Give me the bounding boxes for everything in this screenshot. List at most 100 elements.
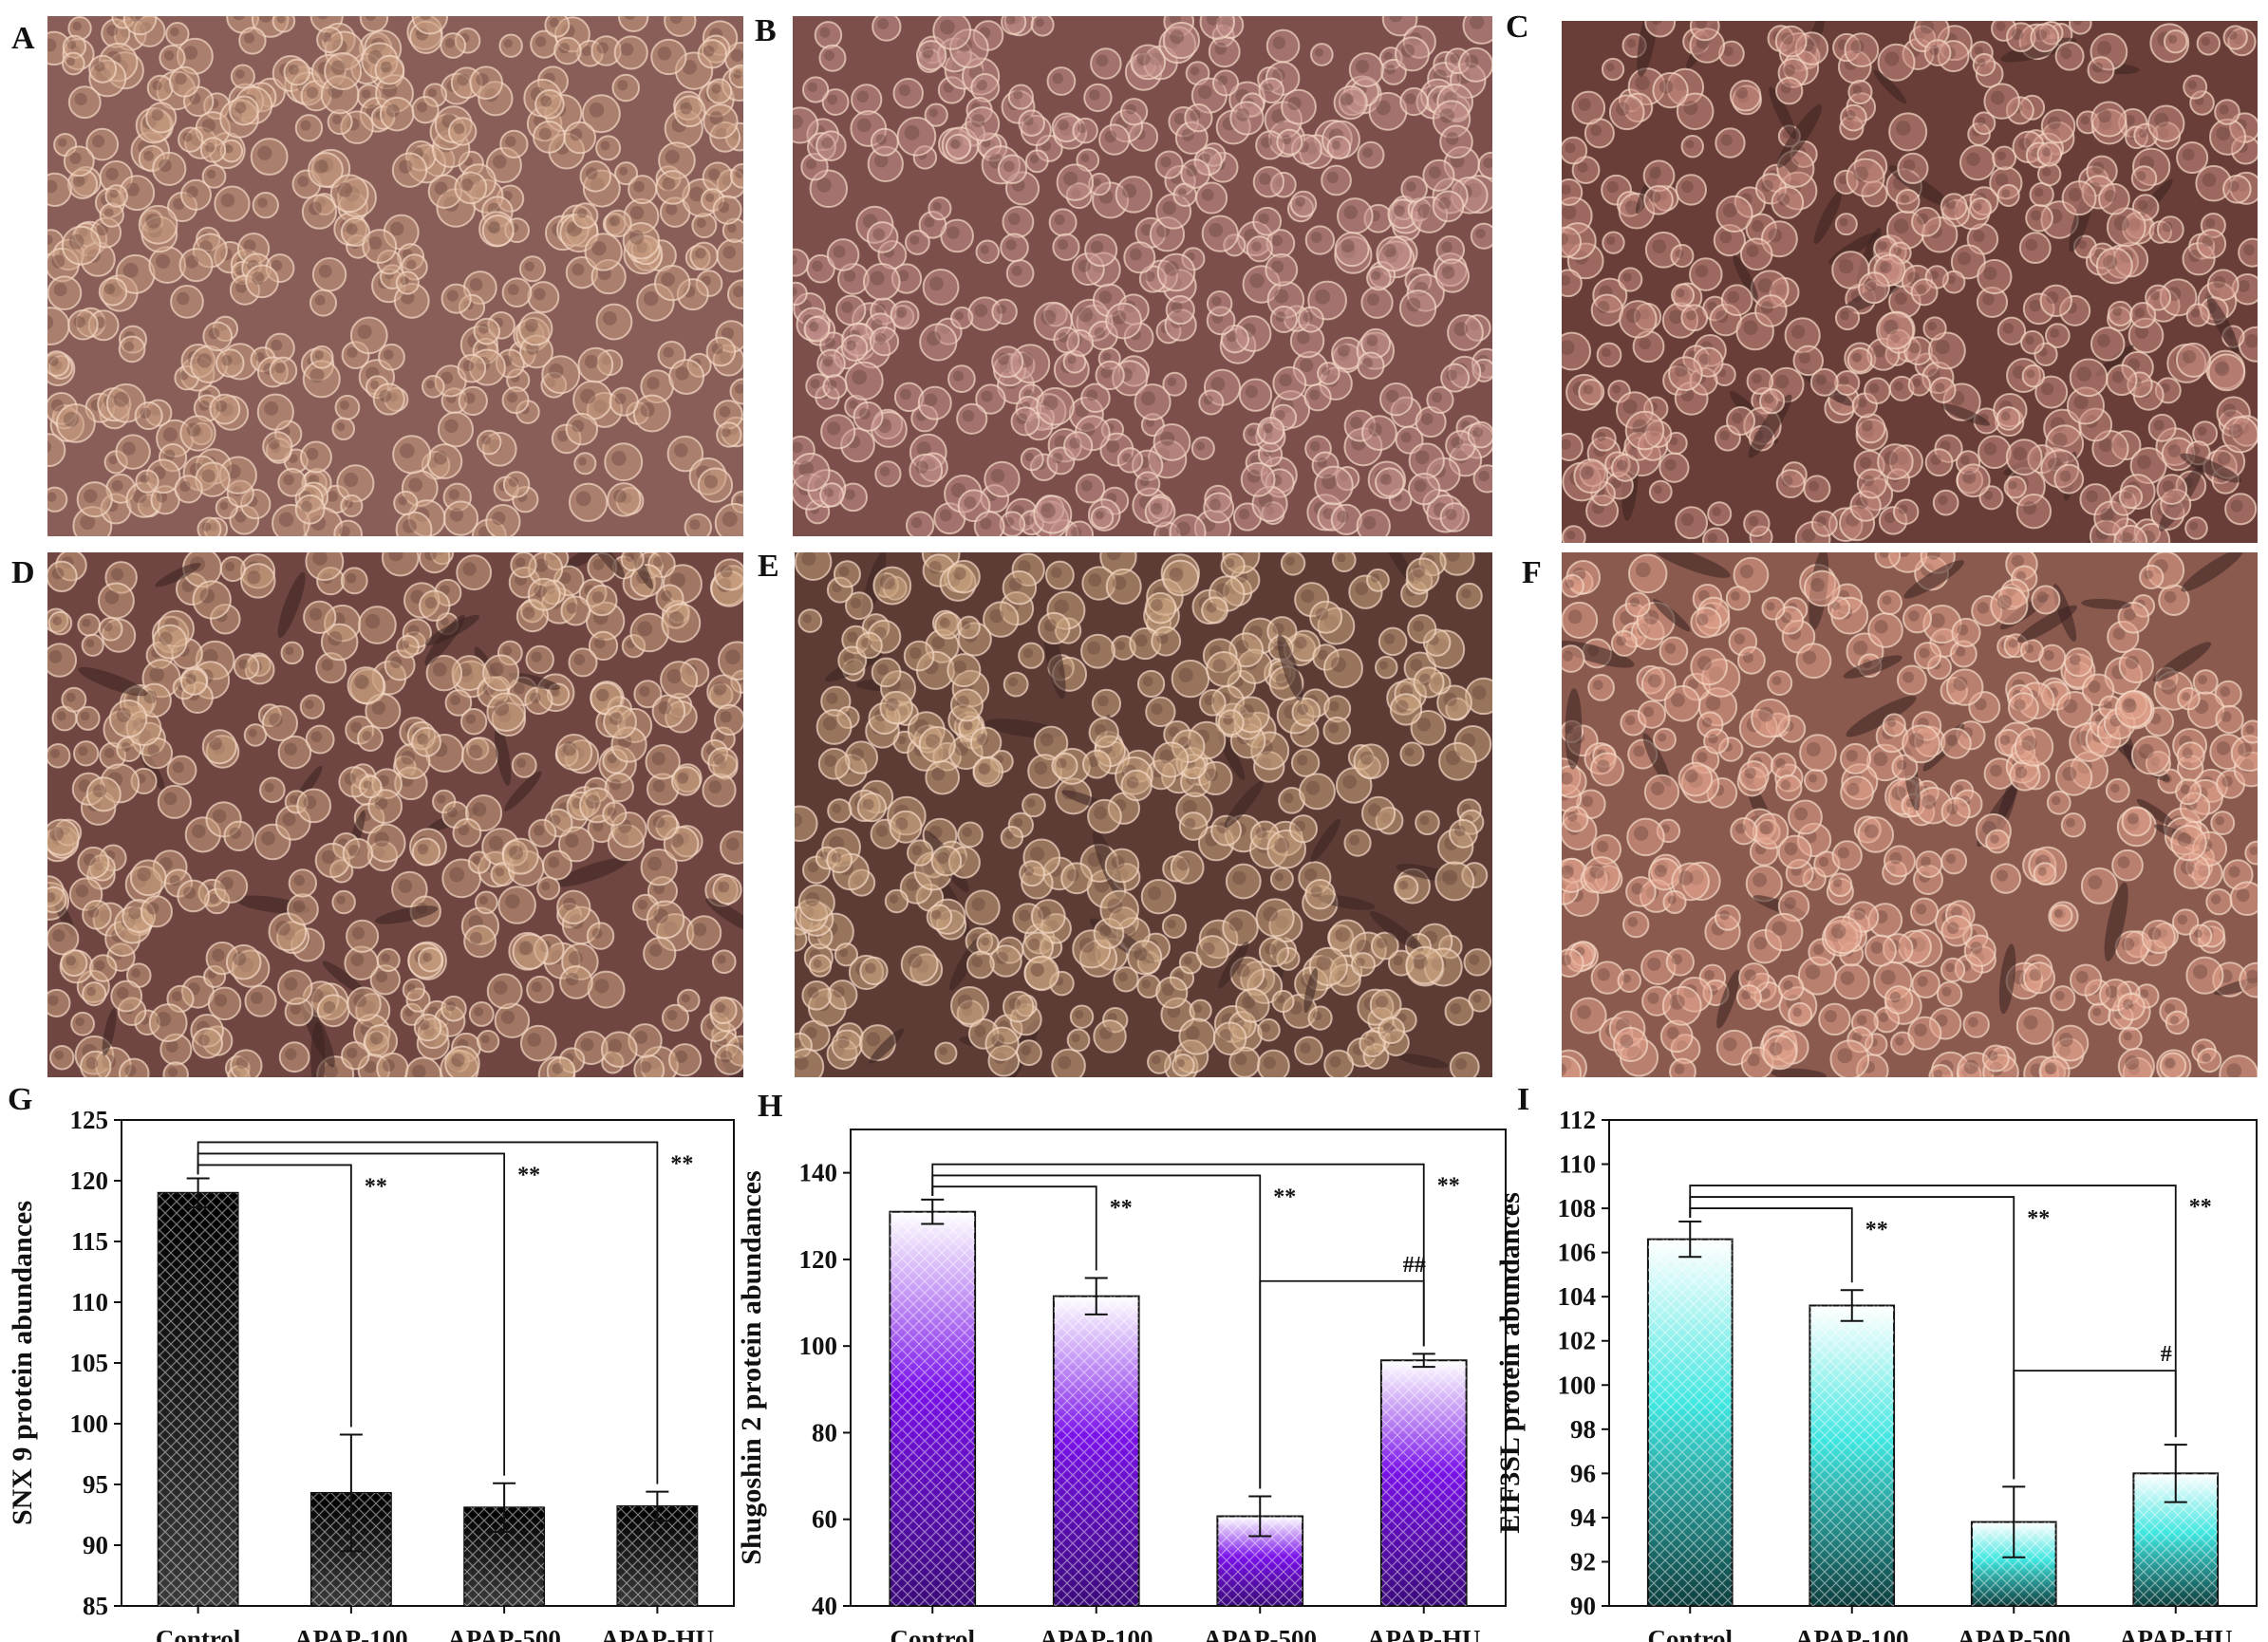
bar-pattern: [617, 1506, 698, 1606]
cell: [1652, 71, 1689, 109]
cell-nucleus: [330, 60, 346, 75]
cell-nucleus: [1419, 815, 1430, 826]
cell-nucleus: [2066, 817, 2075, 828]
cell-nucleus: [2008, 639, 2018, 648]
cell-nucleus: [677, 773, 688, 784]
cell-nucleus: [1099, 1026, 1113, 1040]
cell-nucleus: [962, 621, 971, 630]
cell-nucleus: [383, 349, 394, 360]
cell: [2087, 56, 2115, 84]
cell: [1996, 316, 2027, 345]
cell: [1467, 420, 1492, 449]
cell: [1147, 1049, 1171, 1074]
cell: [1093, 1019, 1127, 1054]
cell: [1444, 997, 1474, 1027]
cell: [1562, 331, 1592, 371]
cell-nucleus: [718, 881, 730, 893]
cell-nucleus: [1921, 856, 1931, 868]
cell-nucleus: [1156, 632, 1169, 644]
cell: [820, 414, 856, 450]
cell-nucleus: [1209, 498, 1222, 512]
cell: [197, 516, 222, 536]
cell: [1910, 278, 1939, 307]
cell: [1587, 674, 1616, 701]
cell-nucleus: [2023, 1015, 2038, 1030]
cell-nucleus: [1088, 573, 1102, 587]
cell-nucleus: [1016, 413, 1028, 424]
cell: [346, 919, 380, 953]
cell-nucleus: [657, 47, 672, 61]
cell-nucleus: [113, 391, 129, 407]
cell: [1399, 86, 1429, 117]
cell: [2054, 41, 2085, 71]
cell-nucleus: [257, 145, 272, 160]
cell-nucleus: [225, 561, 235, 572]
cell-nucleus: [233, 16, 245, 21]
cell: [365, 693, 402, 730]
cell-nucleus: [1850, 40, 1865, 54]
panel-label-h: H: [758, 1089, 783, 1124]
cell-nucleus: [146, 902, 159, 915]
cell: [527, 577, 561, 611]
cell-nucleus: [1917, 976, 1928, 987]
cell-nucleus: [86, 986, 96, 997]
cell-nucleus: [1824, 1010, 1837, 1023]
cell: [1736, 984, 1762, 1011]
cell-nucleus: [1416, 718, 1432, 732]
cell: [1963, 934, 1996, 967]
cell-nucleus: [1470, 16, 1485, 29]
cell-nucleus: [1144, 271, 1155, 282]
cell-nucleus: [1884, 451, 1899, 466]
cell-nucleus: [2054, 991, 2065, 1001]
cell-nucleus: [1898, 504, 1908, 514]
cell-nucleus: [1761, 179, 1773, 193]
cell: [2056, 691, 2093, 729]
cell-nucleus: [58, 138, 67, 147]
cell: [1104, 848, 1140, 884]
cell-nucleus: [1442, 869, 1458, 886]
cell-nucleus: [1043, 395, 1059, 411]
cell-nucleus: [721, 327, 735, 340]
cell-nucleus: [1810, 577, 1825, 592]
cell: [2176, 741, 2205, 771]
cell-nucleus: [1285, 556, 1295, 566]
cell-nucleus: [914, 718, 929, 735]
cell-nucleus: [849, 400, 858, 409]
cell-nucleus: [2112, 627, 2126, 641]
cell-nucleus: [805, 891, 820, 906]
cell-nucleus: [708, 168, 721, 180]
cell: [1063, 431, 1094, 461]
cell: [1321, 164, 1352, 196]
cell: [230, 64, 255, 89]
cell-nucleus: [2221, 775, 2233, 788]
cell: [252, 192, 279, 219]
cell-nucleus: [1404, 747, 1415, 756]
cell-nucleus: [1337, 344, 1351, 357]
cell-nucleus: [321, 849, 335, 865]
cell-nucleus: [1680, 388, 1695, 402]
cell-nucleus: [617, 80, 628, 91]
cell-nucleus: [1090, 240, 1104, 253]
cell: [1895, 189, 1921, 215]
cell: [1689, 21, 1720, 42]
cell-nucleus: [2105, 985, 2118, 998]
cell: [358, 774, 383, 799]
cell: [47, 433, 66, 468]
cell-nucleus: [1813, 943, 1825, 955]
cell: [2080, 867, 2118, 905]
cell: [2030, 23, 2060, 53]
cell: [341, 1041, 370, 1071]
cell-nucleus: [534, 558, 549, 572]
cell: [1827, 596, 1851, 620]
cell: [1733, 556, 1770, 593]
cell-nucleus: [1129, 248, 1142, 261]
cell: [2015, 1007, 2054, 1045]
cell-nucleus: [1317, 457, 1328, 468]
cell-nucleus: [94, 960, 105, 971]
cell-nucleus: [1857, 398, 1867, 408]
cell-nucleus: [1752, 219, 1764, 233]
cell-nucleus: [1058, 1055, 1072, 1070]
cell: [919, 323, 958, 362]
cell-nucleus: [1839, 217, 1848, 227]
cell-nucleus: [1063, 171, 1078, 186]
